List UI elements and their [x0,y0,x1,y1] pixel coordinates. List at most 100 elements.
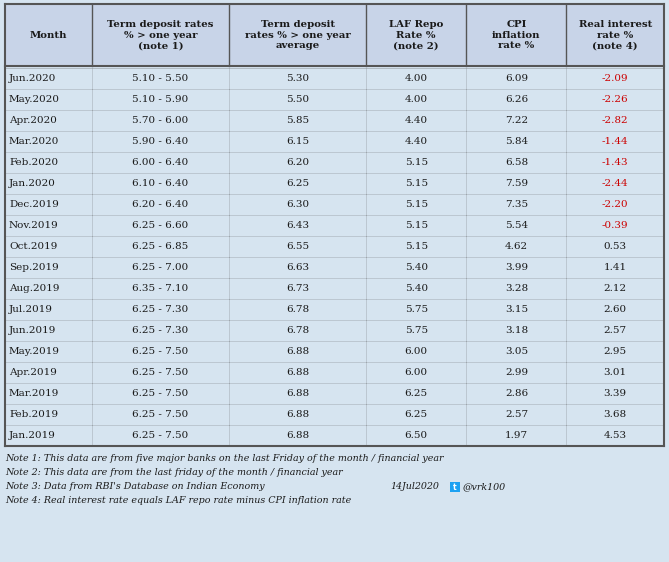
Text: 4.40: 4.40 [405,137,427,146]
Text: -1.43: -1.43 [602,158,629,167]
Bar [5,68,664,89]
Text: Oct.2019: Oct.2019 [9,242,58,251]
Text: 6.78: 6.78 [286,305,309,314]
Text: 4.53: 4.53 [603,431,627,440]
Text: 5.40: 5.40 [405,263,427,272]
Bar [5,236,664,257]
Text: 6.25 - 7.50: 6.25 - 7.50 [132,368,189,377]
Text: Feb.2020: Feb.2020 [9,158,58,167]
Text: 6.25 - 7.50: 6.25 - 7.50 [132,431,189,440]
Text: 6.25: 6.25 [405,410,427,419]
Text: 2.86: 2.86 [505,389,528,398]
Text: Apr.2020: Apr.2020 [9,116,57,125]
Text: 6.25: 6.25 [405,389,427,398]
Text: 5.50: 5.50 [286,95,309,104]
Text: 6.43: 6.43 [286,221,309,230]
Text: 3.05: 3.05 [505,347,528,356]
Bar [5,257,664,278]
Text: 4.00: 4.00 [405,74,427,83]
Bar [5,173,664,194]
Text: 6.25 - 7.00: 6.25 - 7.00 [132,263,189,272]
Text: 6.25: 6.25 [286,179,309,188]
Text: 4.62: 4.62 [505,242,528,251]
Text: 6.73: 6.73 [286,284,309,293]
Text: Term deposit rates
% > one year
(note 1): Term deposit rates % > one year (note 1) [107,20,213,50]
Text: -0.39: -0.39 [602,221,629,230]
Text: @vrk100: @vrk100 [463,482,506,491]
Text: -2.20: -2.20 [602,200,629,209]
Text: 7.22: 7.22 [505,116,528,125]
Text: 6.88: 6.88 [286,368,309,377]
Text: 6.00: 6.00 [405,368,427,377]
Bar [5,131,664,152]
Text: 3.39: 3.39 [603,389,627,398]
Text: 6.25 - 7.50: 6.25 - 7.50 [132,347,189,356]
Bar [5,4,664,66]
Text: 6.30: 6.30 [286,200,309,209]
Text: 5.75: 5.75 [405,305,427,314]
Text: 6.88: 6.88 [286,347,309,356]
Text: 3.68: 3.68 [603,410,627,419]
Bar [5,89,664,110]
Text: 2.57: 2.57 [603,326,627,335]
Text: 2.57: 2.57 [505,410,528,419]
Text: 6.25 - 7.30: 6.25 - 7.30 [132,305,189,314]
Text: 6.00 - 6.40: 6.00 - 6.40 [132,158,189,167]
Text: 5.10 - 5.90: 5.10 - 5.90 [132,95,189,104]
Text: 2.95: 2.95 [603,347,627,356]
Text: 4.40: 4.40 [405,116,427,125]
Text: 3.18: 3.18 [505,326,528,335]
Text: 1.97: 1.97 [505,431,528,440]
Text: 5.85: 5.85 [286,116,309,125]
Text: Note 4: Real interest rate equals LAF repo rate minus CPI inflation rate: Note 4: Real interest rate equals LAF re… [5,496,351,505]
Text: 5.70 - 6.00: 5.70 - 6.00 [132,116,189,125]
Bar [5,110,664,131]
Text: 6.20: 6.20 [286,158,309,167]
Text: 2.99: 2.99 [505,368,528,377]
Text: 3.28: 3.28 [505,284,528,293]
Text: -2.44: -2.44 [602,179,629,188]
Text: 6.58: 6.58 [505,158,528,167]
Text: Note 3: Data from RBI's Database on Indian Economy: Note 3: Data from RBI's Database on Indi… [5,482,265,491]
Bar [5,341,664,362]
Text: Jan.2019: Jan.2019 [9,431,56,440]
Text: 2.60: 2.60 [603,305,627,314]
Text: 5.30: 5.30 [286,74,309,83]
Text: -2.82: -2.82 [602,116,629,125]
Text: 6.88: 6.88 [286,389,309,398]
Text: Note 1: This data are from five major banks on the last Friday of the month / fi: Note 1: This data are from five major ba… [5,454,444,463]
Text: 6.78: 6.78 [286,326,309,335]
Text: 6.88: 6.88 [286,431,309,440]
Text: 6.26: 6.26 [505,95,528,104]
Text: 2.12: 2.12 [603,284,627,293]
Text: 5.54: 5.54 [505,221,528,230]
Text: 1.41: 1.41 [603,263,627,272]
Text: Nov.2019: Nov.2019 [9,221,59,230]
Text: Feb.2019: Feb.2019 [9,410,58,419]
Text: 3.01: 3.01 [603,368,627,377]
Text: 6.63: 6.63 [286,263,309,272]
Text: 5.15: 5.15 [405,200,427,209]
Text: 6.35 - 7.10: 6.35 - 7.10 [132,284,189,293]
Bar [450,482,460,492]
Text: CPI
inflation
rate %: CPI inflation rate % [492,20,541,50]
Bar [5,152,664,173]
Text: 5.90 - 6.40: 5.90 - 6.40 [132,137,189,146]
Text: 0.53: 0.53 [603,242,627,251]
Text: May.2019: May.2019 [9,347,60,356]
Text: -2.26: -2.26 [602,95,629,104]
Text: Real interest
rate %
(note 4): Real interest rate % (note 4) [579,20,652,50]
Text: 6.00: 6.00 [405,347,427,356]
Text: t: t [453,483,457,492]
Bar [5,425,664,446]
Text: Jan.2020: Jan.2020 [9,179,56,188]
Text: Dec.2019: Dec.2019 [9,200,59,209]
Text: 5.15: 5.15 [405,242,427,251]
Text: 5.10 - 5.50: 5.10 - 5.50 [132,74,189,83]
Text: 6.50: 6.50 [405,431,427,440]
Text: 6.55: 6.55 [286,242,309,251]
Text: Jun.2019: Jun.2019 [9,326,56,335]
Text: Month: Month [29,30,68,39]
Text: May.2020: May.2020 [9,95,60,104]
Text: 3.99: 3.99 [505,263,528,272]
